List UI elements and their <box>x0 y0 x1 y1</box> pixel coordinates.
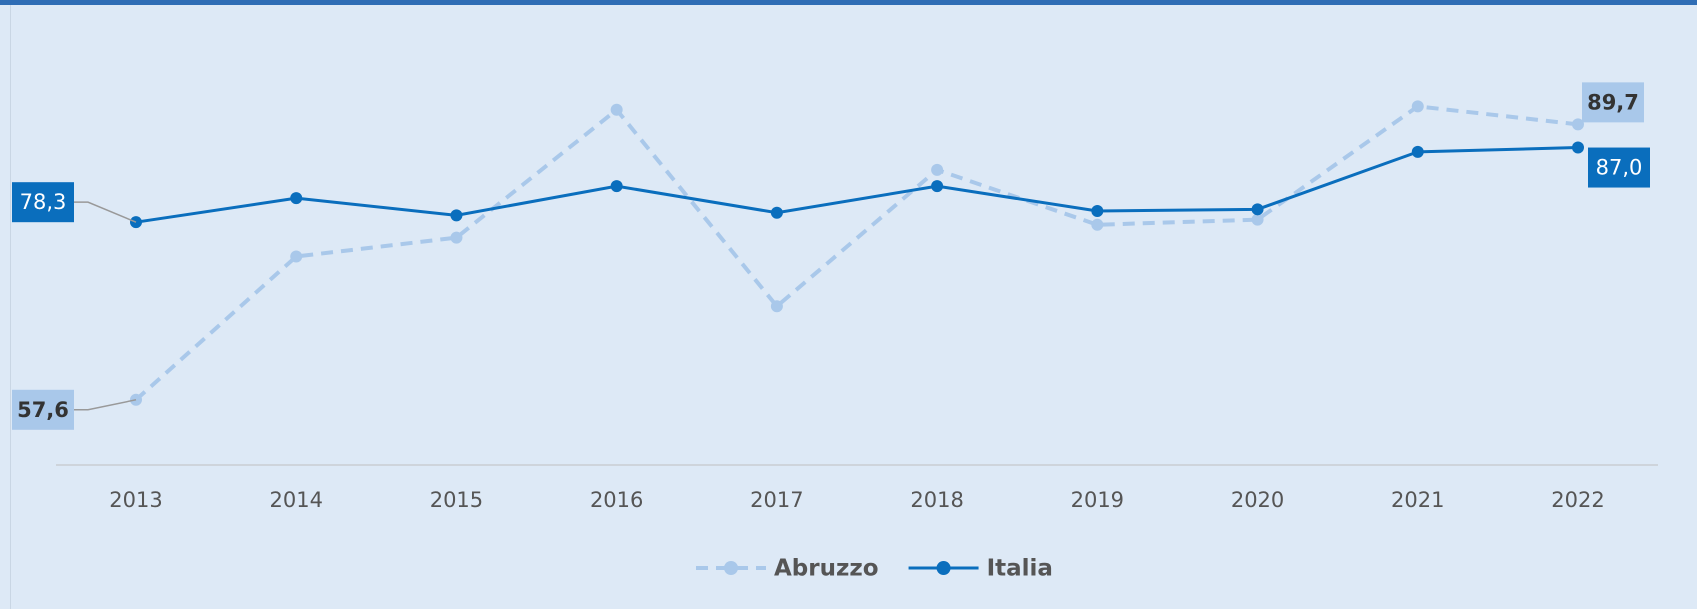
x-tick-label: 2013 <box>109 488 162 512</box>
x-tick-label: 2022 <box>1551 488 1604 512</box>
point <box>1251 203 1264 216</box>
point <box>931 163 944 176</box>
point <box>1091 205 1104 218</box>
value-label-box <box>1582 82 1644 123</box>
point <box>1572 141 1584 154</box>
point <box>931 180 944 193</box>
legend-label: Italia <box>987 556 1053 582</box>
left-border <box>10 5 11 609</box>
x-tick-label: 2019 <box>1071 488 1124 512</box>
point <box>1411 100 1424 113</box>
value-label: 89,7 <box>1587 90 1639 114</box>
value-label-box <box>12 182 74 223</box>
point <box>610 103 623 116</box>
x-tick-label: 2015 <box>430 488 483 512</box>
leader-line <box>74 399 137 411</box>
legend-marker <box>936 561 951 575</box>
point <box>290 250 303 263</box>
value-label: 78,3 <box>20 190 67 214</box>
value-label-box <box>12 389 74 430</box>
point <box>450 209 463 222</box>
point <box>1411 145 1424 158</box>
series-line <box>135 146 1579 224</box>
x-tick-label: 2020 <box>1231 488 1284 512</box>
x-tick-label: 2017 <box>750 488 803 512</box>
leader-line <box>74 201 137 223</box>
point <box>1251 213 1264 226</box>
point <box>450 231 463 244</box>
point <box>1091 218 1104 231</box>
point <box>610 180 623 193</box>
point <box>1572 118 1584 131</box>
point <box>770 206 783 219</box>
x-tick-label: 2018 <box>910 488 963 512</box>
point <box>290 192 303 205</box>
legend-label: Abruzzo <box>774 556 879 582</box>
value-label: 57,6 <box>17 398 69 422</box>
top-border <box>0 0 1697 5</box>
x-tick-label: 2021 <box>1391 488 1444 512</box>
value-label: 87,0 <box>1596 156 1643 180</box>
x-tick-label: 2014 <box>269 488 322 512</box>
legend-marker <box>724 561 738 575</box>
x-tick-label: 2016 <box>590 488 643 512</box>
value-label-box <box>1588 147 1650 188</box>
point <box>770 300 783 313</box>
